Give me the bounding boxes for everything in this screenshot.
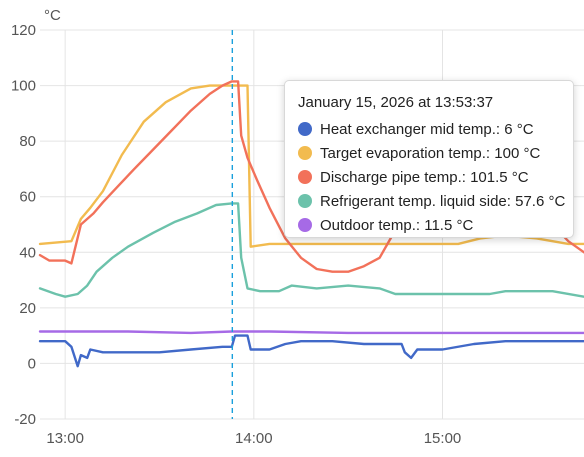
tooltip-row-heat-exchanger: Heat exchanger mid temp.: 6 °C [298, 117, 561, 141]
y-axis-unit-label: °C [44, 7, 61, 24]
y-tick-label: 40 [19, 244, 36, 261]
x-tick-label: 13:00 [46, 430, 84, 447]
tooltip-row-label: Heat exchanger mid temp.: 6 °C [320, 120, 534, 138]
tooltip-row-label: Refrigerant temp. liquid side: 57.6 °C [320, 192, 566, 210]
hover-tooltip: January 15, 2026 at 13:53:37 Heat exchan… [284, 80, 574, 238]
x-axis-ticks: 13:00 14:00 15:00 [46, 430, 461, 447]
legend-dot-icon [298, 194, 312, 208]
y-tick-label: 0 [28, 355, 36, 372]
series-line-2 [38, 80, 584, 273]
y-tick-label: -20 [14, 411, 36, 428]
series-line-4 [38, 330, 584, 335]
x-tick-label: 14:00 [235, 430, 273, 447]
y-tick-label: 20 [19, 300, 36, 317]
tooltip-row-label: Outdoor temp.: 11.5 °C [320, 216, 474, 234]
y-tick-label: 60 [19, 189, 36, 206]
tooltip-row-discharge-pipe: Discharge pipe temp.: 101.5 °C [298, 165, 561, 189]
tooltip-row-target-evaporation: Target evaporation temp.: 100 °C [298, 141, 561, 165]
y-axis-ticks: -20 0 20 40 60 80 100 120 [11, 22, 36, 428]
legend-dot-icon [298, 218, 312, 232]
x-tick-label: 15:00 [424, 430, 462, 447]
tooltip-row-label: Target evaporation temp.: 100 °C [320, 144, 541, 162]
y-tick-label: 80 [19, 133, 36, 150]
series-line-3 [38, 202, 584, 298]
tooltip-row-outdoor: Outdoor temp.: 11.5 °C [298, 213, 561, 237]
y-tick-label: 120 [11, 22, 36, 39]
legend-dot-icon [298, 122, 312, 136]
legend-dot-icon [298, 146, 312, 160]
series-line-0 [38, 334, 584, 368]
tooltip-row-refrigerant-liquid: Refrigerant temp. liquid side: 57.6 °C [298, 189, 565, 213]
tooltip-row-label: Discharge pipe temp.: 101.5 °C [320, 168, 529, 186]
y-tick-label: 100 [11, 78, 36, 95]
tooltip-title: January 15, 2026 at 13:53:37 [298, 94, 494, 111]
legend-dot-icon [298, 170, 312, 184]
